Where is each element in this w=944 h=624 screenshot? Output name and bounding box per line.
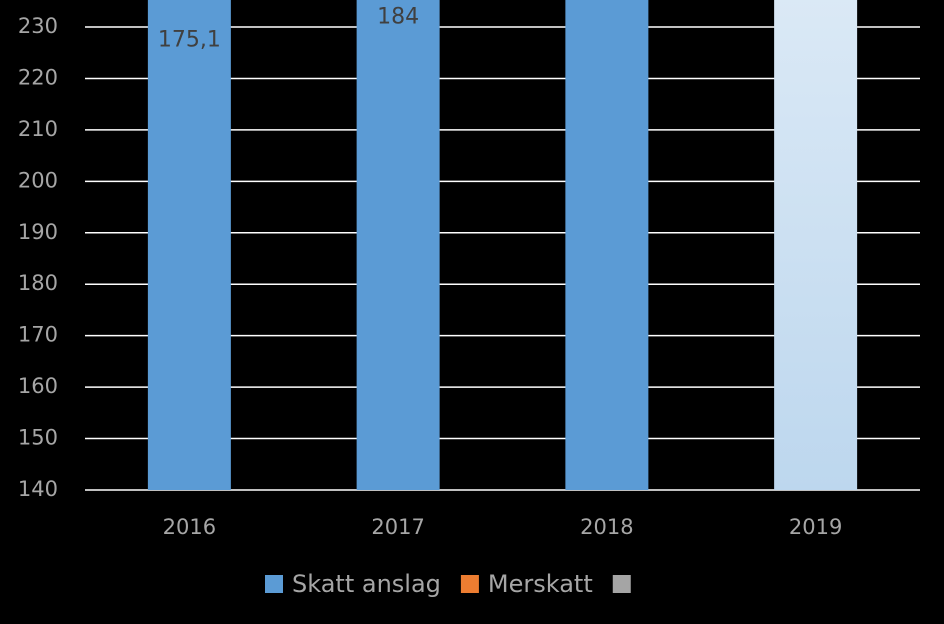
y-tick-label: 230 [18, 14, 58, 38]
legend-swatch [265, 575, 283, 593]
y-tick-label: 140 [18, 477, 58, 501]
bar-segment [774, 0, 858, 490]
y-tick-label: 220 [18, 65, 58, 89]
y-tick-label: 160 [18, 374, 58, 398]
y-tick-label: 210 [18, 117, 58, 141]
x-tick-label: 2018 [580, 515, 633, 539]
bar-segment [565, 0, 649, 490]
legend-swatch [460, 575, 479, 593]
legend-swatch [612, 575, 631, 593]
legend-label: Skatt anslag [292, 570, 441, 598]
legend-label: Merskatt [488, 570, 593, 598]
data-label: 175,1 [158, 28, 221, 53]
data-label: 184 [377, 5, 419, 30]
bar-segment [147, 0, 231, 490]
y-tick-label: 170 [18, 323, 58, 347]
y-tick-label: 150 [18, 426, 58, 450]
x-tick-label: 2016 [163, 515, 216, 539]
x-tick-label: 2019 [789, 515, 842, 539]
y-tick-label: 200 [18, 168, 58, 192]
bar-segment [356, 0, 440, 490]
y-tick-label: 180 [18, 271, 58, 295]
x-tick-label: 2017 [371, 515, 424, 539]
y-tick-label: 190 [18, 220, 58, 244]
